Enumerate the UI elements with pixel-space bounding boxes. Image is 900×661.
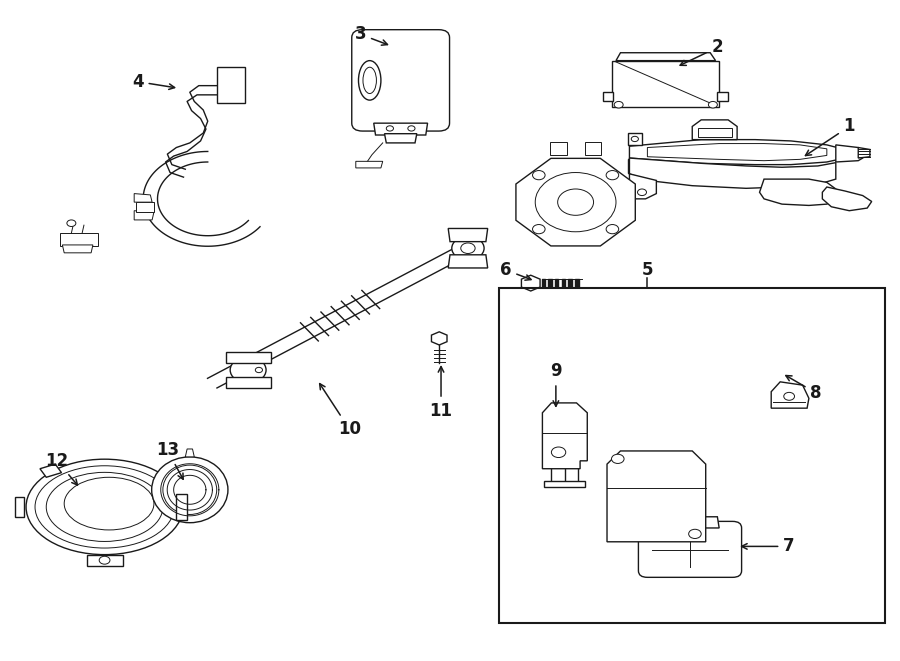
Ellipse shape [64,477,154,530]
Circle shape [631,163,638,169]
Text: 4: 4 [132,73,175,91]
Ellipse shape [363,67,376,94]
Polygon shape [224,82,244,94]
Polygon shape [692,120,737,139]
Polygon shape [616,53,716,61]
Text: 11: 11 [429,367,453,420]
Circle shape [784,393,795,401]
Text: 2: 2 [680,38,724,65]
Circle shape [256,368,263,373]
Polygon shape [859,147,870,158]
Polygon shape [217,67,246,103]
FancyBboxPatch shape [352,30,450,131]
Polygon shape [431,332,447,345]
Circle shape [688,529,701,539]
Circle shape [614,101,623,108]
Bar [500,288,886,623]
Circle shape [558,189,594,215]
Circle shape [533,225,545,234]
Polygon shape [226,352,271,364]
Polygon shape [629,174,656,199]
FancyBboxPatch shape [638,522,742,577]
Ellipse shape [46,473,163,541]
Text: 10: 10 [320,383,361,438]
Polygon shape [661,517,719,528]
Polygon shape [551,141,567,155]
Polygon shape [134,211,154,220]
Polygon shape [134,194,152,202]
Circle shape [230,357,266,383]
Polygon shape [86,555,122,566]
Polygon shape [448,254,488,268]
Polygon shape [771,382,809,408]
Text: 13: 13 [156,442,184,479]
Ellipse shape [152,457,228,523]
Circle shape [386,126,393,131]
Text: 1: 1 [806,118,855,155]
Polygon shape [40,464,61,477]
Polygon shape [176,494,187,520]
Ellipse shape [358,61,381,100]
Polygon shape [607,451,706,542]
Polygon shape [374,123,428,135]
Ellipse shape [163,465,217,514]
Polygon shape [836,145,863,162]
Polygon shape [226,377,271,389]
Polygon shape [823,187,872,211]
Polygon shape [717,93,728,101]
Circle shape [611,454,624,463]
Polygon shape [629,158,836,188]
Circle shape [552,447,566,457]
Ellipse shape [35,466,174,548]
Circle shape [536,173,616,232]
Polygon shape [356,161,382,168]
Circle shape [67,220,76,227]
Polygon shape [14,497,23,517]
Text: 8: 8 [786,375,822,402]
Text: 3: 3 [355,25,388,45]
Ellipse shape [26,459,183,555]
Polygon shape [627,159,642,173]
Polygon shape [611,61,719,106]
Circle shape [99,557,110,564]
Polygon shape [543,403,588,469]
Circle shape [631,136,638,141]
Text: 6: 6 [500,261,531,280]
Polygon shape [59,233,98,247]
Polygon shape [516,159,635,246]
Circle shape [533,171,545,180]
Circle shape [452,237,484,260]
Polygon shape [136,202,154,212]
Polygon shape [544,481,586,487]
Ellipse shape [638,476,674,504]
Polygon shape [521,275,540,291]
Circle shape [606,225,618,234]
Polygon shape [629,139,845,165]
Polygon shape [585,141,600,155]
Circle shape [637,189,646,196]
Text: 7: 7 [742,537,795,555]
Circle shape [461,243,475,253]
Text: 12: 12 [46,452,77,485]
Circle shape [708,101,717,108]
Polygon shape [627,133,642,145]
Polygon shape [647,143,827,161]
Polygon shape [62,245,93,253]
Polygon shape [384,134,417,143]
Polygon shape [448,229,488,242]
Polygon shape [760,179,836,206]
Circle shape [606,171,618,180]
Polygon shape [602,93,613,101]
Polygon shape [698,128,732,137]
Circle shape [408,126,415,131]
Text: 9: 9 [550,362,562,407]
Polygon shape [224,70,244,82]
Ellipse shape [623,463,690,516]
Text: 5: 5 [642,261,653,279]
Polygon shape [185,449,194,457]
